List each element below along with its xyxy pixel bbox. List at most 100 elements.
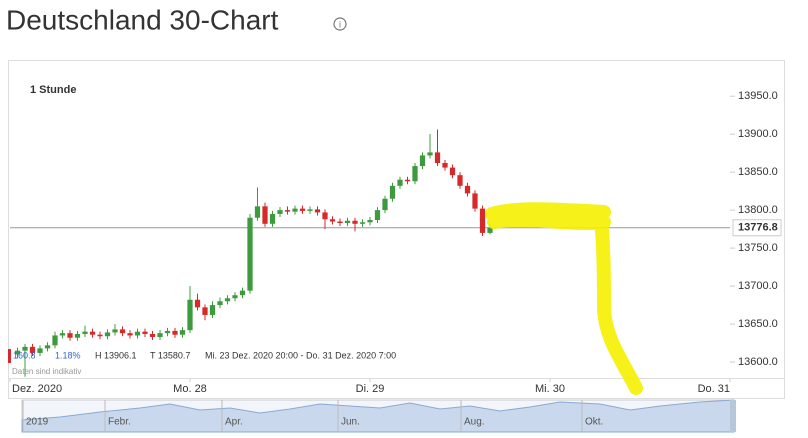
candle-body xyxy=(157,333,163,337)
navigator-label: Apr. xyxy=(225,417,243,428)
y-tick-label: 13850.0 xyxy=(738,166,778,178)
candle-body xyxy=(262,206,268,224)
candle-body xyxy=(472,193,478,209)
y-tick-label: 13650.0 xyxy=(738,318,778,330)
candle-body xyxy=(412,166,418,182)
candle-body xyxy=(292,208,298,212)
candle-body xyxy=(52,335,58,346)
candle-body xyxy=(442,163,448,168)
candle-body xyxy=(202,307,208,315)
candle-body xyxy=(187,299,193,331)
y-tick-label: 13900.0 xyxy=(738,128,778,140)
candle-body xyxy=(479,208,486,233)
candle-body xyxy=(179,330,186,335)
candle-body xyxy=(337,221,343,224)
navigator-label: Okt. xyxy=(585,417,603,428)
last-price-badge xyxy=(732,219,782,237)
candle-body xyxy=(164,330,171,334)
candle-body xyxy=(224,298,231,302)
candle-body xyxy=(127,333,133,336)
info-high: H 13906.1 xyxy=(95,350,137,360)
change-marker xyxy=(8,349,11,363)
candle-body xyxy=(44,345,51,349)
candle-body xyxy=(284,210,291,212)
candle-body xyxy=(434,152,441,164)
candle-body xyxy=(112,329,118,333)
candle-body xyxy=(322,212,328,220)
info-change: 160.8 xyxy=(13,350,36,360)
candle-body xyxy=(149,333,156,337)
candle-body xyxy=(82,331,88,334)
candle-body xyxy=(374,210,381,220)
candle-body xyxy=(239,290,246,296)
last-price-label: 13776.8 xyxy=(738,222,778,234)
info-icon-glyph: i xyxy=(339,19,341,29)
y-tick-label: 13800.0 xyxy=(738,204,778,216)
candle-body xyxy=(22,346,28,351)
candle-body xyxy=(419,155,426,167)
candle-body xyxy=(217,301,223,306)
candle-body xyxy=(142,331,148,334)
candle-body xyxy=(307,209,313,211)
candle-body xyxy=(29,346,36,353)
candle-body xyxy=(389,185,396,199)
candle-body xyxy=(329,219,336,222)
candle-body xyxy=(119,329,126,334)
candle-body xyxy=(299,208,306,211)
candle-body xyxy=(464,185,471,194)
info-icon[interactable] xyxy=(333,17,347,31)
navigator-label: Jun. xyxy=(341,417,360,428)
chart-title: Deutschland 30-Chart xyxy=(6,4,279,35)
x-tick-label: Do. 31 xyxy=(698,383,730,395)
candle-body xyxy=(97,334,103,337)
candle-body xyxy=(427,152,433,156)
candle-body xyxy=(209,305,216,315)
candle-body xyxy=(404,179,411,182)
candle-body xyxy=(104,332,111,337)
candle-body xyxy=(134,331,141,336)
navigator-handle[interactable] xyxy=(730,400,736,432)
candle-body xyxy=(247,217,253,291)
candle-body xyxy=(172,330,178,335)
candle-body xyxy=(14,350,21,355)
info-range: Mi. 23 Dez. 2020 20:00 - Do. 31 Dez. 202… xyxy=(205,350,396,360)
highlighter-annotation xyxy=(485,202,643,395)
candle-body xyxy=(194,299,201,308)
x-tick-label: Mo. 28 xyxy=(173,383,207,395)
candle-body xyxy=(277,210,283,214)
x-tick-label: Dez. 2020 xyxy=(12,383,62,395)
plot: 13600.0 13650.0 13700.0 13750.0 13800.0 13850… xyxy=(9,90,782,395)
navigator-labels: 2019 Febr. Apr. Jun. Aug. Okt. xyxy=(22,400,603,432)
candle-body xyxy=(382,198,388,211)
candle-body xyxy=(457,175,463,186)
candle-body xyxy=(449,167,456,176)
candle-body xyxy=(397,179,403,186)
interval-label[interactable]: 1 Stunde xyxy=(30,84,76,96)
navigator-label: 2019 xyxy=(26,417,49,428)
info-low: T 13580.7 xyxy=(150,350,190,360)
y-tick-label: 13950.0 xyxy=(738,90,778,102)
navigator-label: Aug. xyxy=(464,417,485,428)
candle-body xyxy=(74,333,81,338)
candle-body xyxy=(67,333,73,338)
info-change-pct: 1.18% xyxy=(55,350,81,360)
candle-body xyxy=(487,227,493,233)
candle-body xyxy=(254,206,261,218)
info-note: Daten sind indikativ xyxy=(12,367,81,376)
candle-body xyxy=(59,333,66,336)
y-tick-label: 13750.0 xyxy=(738,242,778,254)
navigator-area xyxy=(21,399,735,433)
candle-body xyxy=(37,348,43,353)
navigator-label: Febr. xyxy=(108,417,131,428)
candle-body xyxy=(89,331,96,335)
y-tick-label: 13700.0 xyxy=(738,280,778,292)
y-tick-label: 13600.0 xyxy=(738,356,778,368)
candle-body xyxy=(314,209,321,213)
chart-frame xyxy=(8,60,785,399)
candle-body xyxy=(359,222,366,224)
x-tick-label: Mi. 30 xyxy=(535,383,565,395)
candle-body xyxy=(367,220,373,223)
candle-body xyxy=(344,220,351,224)
